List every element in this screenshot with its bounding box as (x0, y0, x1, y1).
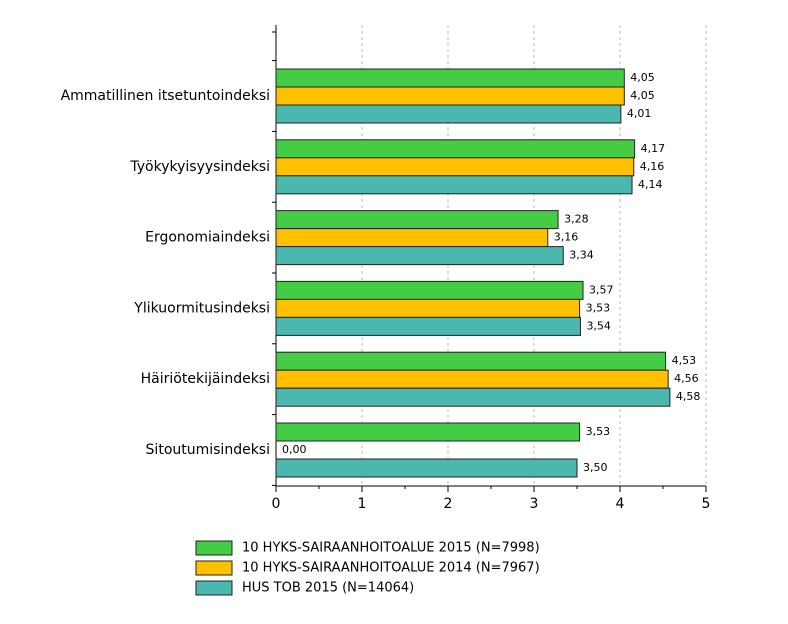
bar (275, 458, 578, 478)
bar (275, 157, 635, 177)
category-label: Häiriötekijäindeksi (141, 371, 270, 387)
value-label: 3,57 (589, 283, 614, 296)
value-label: 3,53 (586, 425, 611, 438)
x-tick-label: 1 (358, 496, 367, 512)
value-label: 4,01 (627, 107, 652, 120)
legend-swatch (195, 540, 233, 556)
bar (275, 422, 581, 442)
bar (275, 139, 636, 159)
legend-label: 10 HYKS-SAIRAANHOITOALUE 2015 (N=7998) (242, 541, 540, 556)
bar (275, 104, 622, 124)
x-tick-label: 3 (530, 496, 539, 512)
bar (275, 210, 559, 230)
bar (275, 387, 671, 407)
value-label: 4,05 (630, 71, 655, 84)
bar (275, 298, 581, 318)
value-label: 4,58 (676, 390, 701, 403)
bar (275, 175, 633, 195)
legend-label: HUS TOB 2015 (N=14064) (242, 581, 414, 596)
category-label: Työkykyisyysindeksi (129, 159, 270, 175)
value-label: 0,00 (282, 443, 307, 456)
category-label: Ylikuormitusindeksi (133, 300, 270, 316)
value-label: 4,56 (674, 372, 699, 385)
category-label: Ammatillinen itsetuntoindeksi (61, 88, 270, 104)
bar (275, 280, 584, 300)
bar (275, 86, 625, 106)
value-label: 3,53 (586, 301, 611, 314)
legend-label: 10 HYKS-SAIRAANHOITOALUE 2014 (N=7967) (242, 561, 540, 576)
value-label: 3,54 (586, 319, 611, 332)
category-label: Ergonomiaindeksi (145, 230, 270, 246)
value-label: 4,05 (630, 89, 655, 102)
bar (275, 68, 625, 88)
value-label: 4,53 (672, 354, 697, 367)
legend-swatch (195, 580, 233, 596)
bar (275, 246, 564, 266)
x-tick-label: 2 (444, 496, 453, 512)
bar (275, 369, 669, 389)
value-label: 3,16 (554, 231, 579, 244)
value-label: 4,16 (640, 160, 665, 173)
bar (275, 228, 549, 248)
value-label: 4,17 (641, 142, 666, 155)
value-label: 4,14 (638, 178, 663, 191)
category-label: Sitoutumisindeksi (146, 442, 270, 458)
x-tick-label: 5 (702, 496, 711, 512)
x-tick-label: 0 (272, 496, 281, 512)
bar (275, 316, 581, 336)
value-label: 3,28 (564, 213, 589, 226)
value-label: 3,34 (569, 249, 594, 262)
legend-swatch (195, 560, 233, 576)
bar (275, 351, 667, 371)
x-tick-label: 4 (616, 496, 625, 512)
value-label: 3,50 (583, 461, 608, 474)
